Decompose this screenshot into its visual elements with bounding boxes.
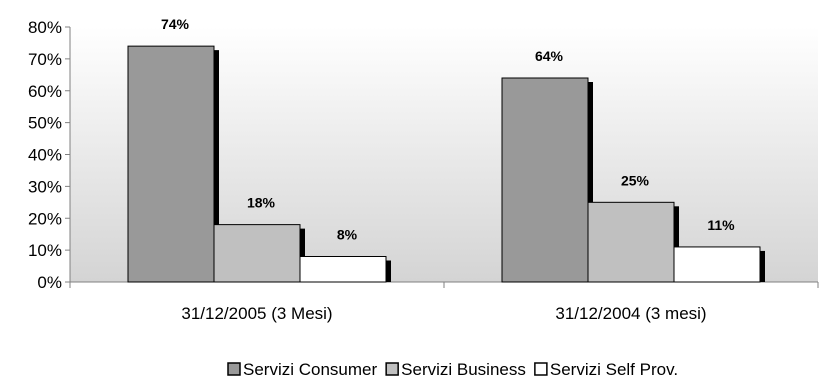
- x-category-label: 31/12/2004 (3 mesi): [555, 304, 706, 323]
- data-label: 25%: [621, 172, 650, 188]
- legend: Servizi Consumer Servizi Business Servizi …: [227, 360, 678, 379]
- y-tick-label: 80%: [28, 18, 62, 37]
- y-tick-label: 10%: [28, 241, 62, 260]
- bar: [127, 45, 215, 283]
- data-labels: 74% 18% 8% 64% 25% 11%: [161, 16, 735, 242]
- legend-label: Servizi Consumer: [243, 360, 377, 379]
- y-tick-label: 40%: [28, 146, 62, 165]
- legend-swatch: [385, 362, 399, 376]
- data-label: 8%: [337, 227, 358, 243]
- y-tick-label: 60%: [28, 82, 62, 101]
- y-tick-label: 0%: [37, 273, 62, 292]
- data-label: 74%: [161, 16, 190, 32]
- legend-swatch: [534, 362, 548, 376]
- bar: [673, 246, 761, 283]
- data-label: 11%: [707, 217, 735, 233]
- y-tick-label: 70%: [28, 50, 62, 69]
- legend-label: Servizi Business: [401, 360, 526, 379]
- data-label: 64%: [535, 48, 564, 64]
- bar: [213, 224, 301, 283]
- bar: [501, 77, 589, 283]
- bar: [587, 201, 675, 283]
- y-axis: 0% 10% 20% 30% 40% 50% 60% 70% 80%: [28, 18, 71, 292]
- x-category-label: 31/12/2005 (3 Mesi): [181, 304, 332, 323]
- bar: [299, 256, 387, 283]
- y-tick-label: 50%: [28, 114, 62, 133]
- data-label: 18%: [247, 195, 276, 211]
- bars: [127, 45, 765, 283]
- x-axis: 31/12/2005 (3 Mesi) 31/12/2004 (3 mesi): [69, 281, 819, 323]
- y-tick-label: 30%: [28, 177, 62, 196]
- legend-label: Servizi Self Prov.: [550, 360, 678, 379]
- y-tick-label: 20%: [28, 209, 62, 228]
- legend-swatch: [227, 362, 241, 376]
